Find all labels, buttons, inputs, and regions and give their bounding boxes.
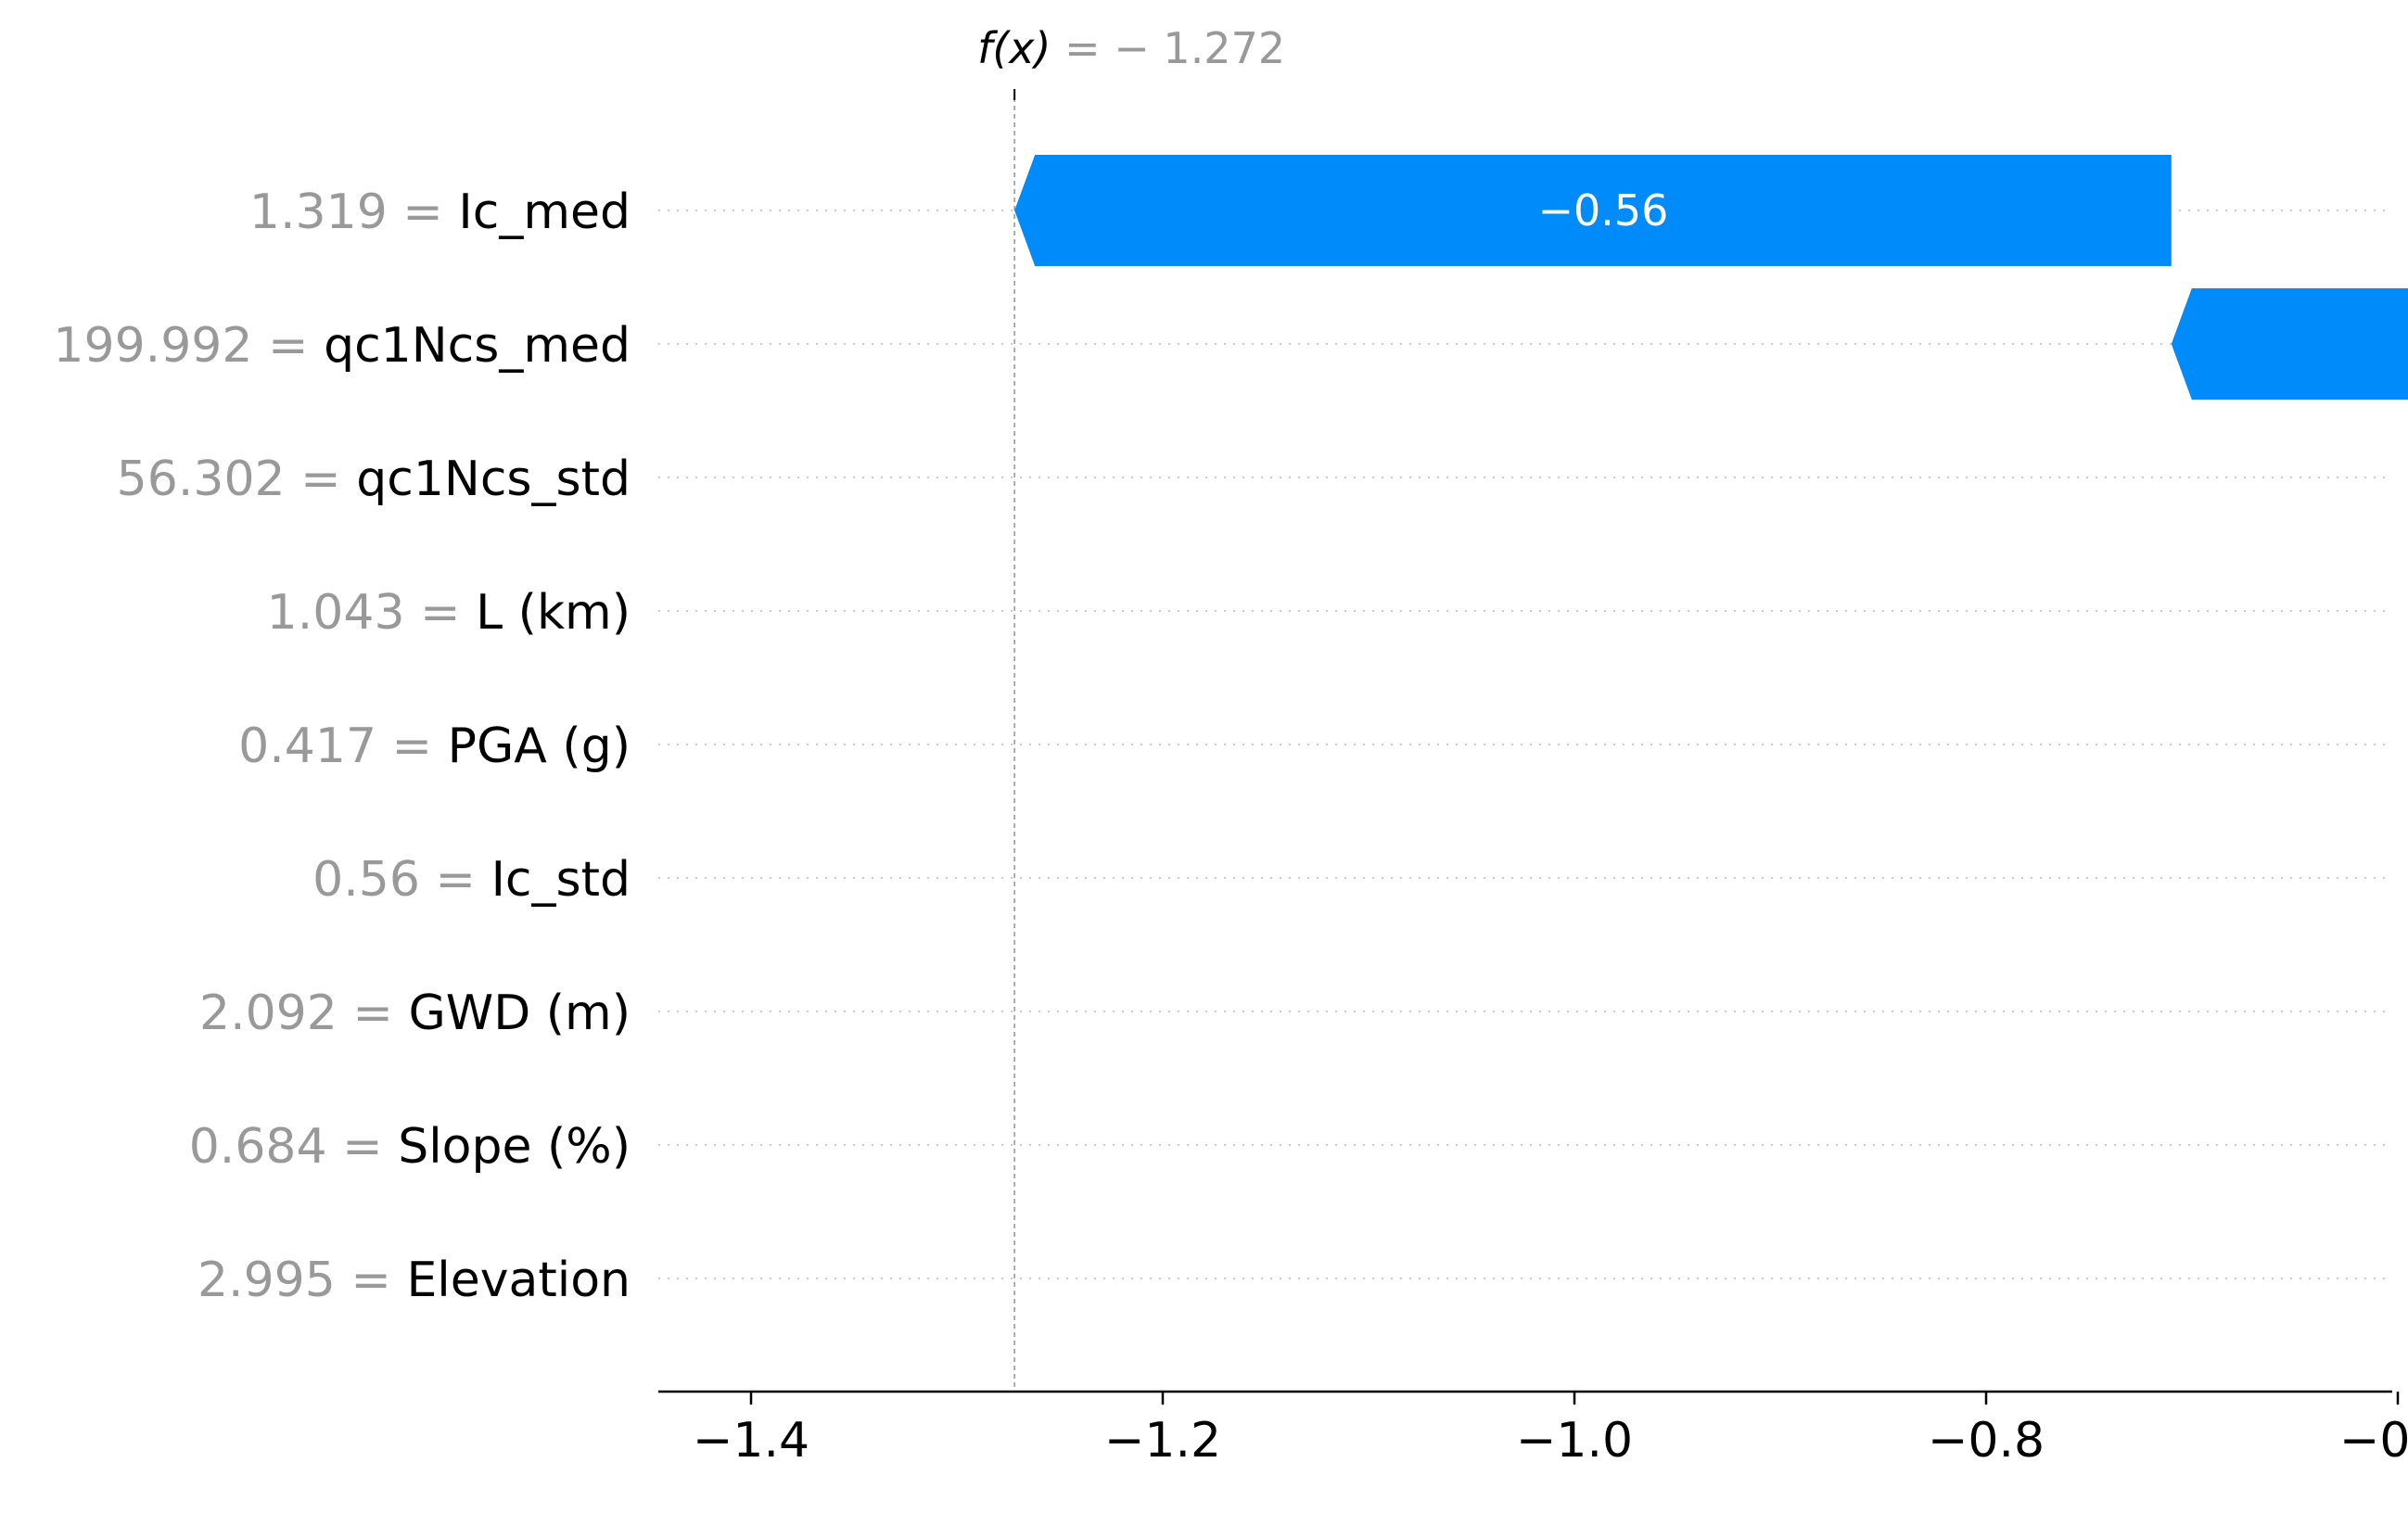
feature-label: 1.043 = L (km) xyxy=(267,585,631,641)
bar-Ic_med xyxy=(1014,155,2172,266)
feature-name: Slope (%) xyxy=(398,1119,631,1175)
feature-value: 56.302 = xyxy=(117,452,357,507)
fx-annotation: f(x) = − 1.272 xyxy=(977,23,1285,73)
x-tick-label: −1.4 xyxy=(693,1413,809,1469)
feature-label: 56.302 = qc1Ncs_std xyxy=(117,452,631,507)
bar-value-label: −0.56 xyxy=(1537,185,1668,235)
feature-name: GWD (m) xyxy=(408,986,631,1041)
feature-value: 2.092 = xyxy=(199,986,409,1041)
feature-value: 0.56 = xyxy=(312,852,491,908)
feature-name: Ic_std xyxy=(491,852,631,908)
feature-name: qc1Ncs_med xyxy=(324,318,631,374)
feature-value: 1.043 = xyxy=(267,585,477,641)
feature-label: 0.56 = Ic_std xyxy=(312,852,631,908)
feature-label: 199.992 = qc1Ncs_med xyxy=(53,318,631,374)
x-tick-label: −1.0 xyxy=(1516,1413,1633,1469)
feature-value: 0.684 = xyxy=(189,1119,399,1175)
feature-name: Elevation xyxy=(406,1253,631,1308)
feature-value: 0.417 = xyxy=(238,719,448,774)
feature-label: 2.995 = Elevation xyxy=(197,1253,631,1308)
x-tick-label: −0.8 xyxy=(1928,1413,2045,1469)
x-tick-label: −1.2 xyxy=(1104,1413,1221,1469)
feature-label: 0.417 = PGA (g) xyxy=(238,719,631,774)
fx-value: = − 1.272 xyxy=(1051,23,1285,73)
feature-name: PGA (g) xyxy=(448,719,631,774)
feature-name: Ic_med xyxy=(458,184,631,240)
bar-qc1Ncs_med xyxy=(2171,288,2408,400)
feature-label: 0.684 = Slope (%) xyxy=(189,1119,631,1175)
feature-value: 2.995 = xyxy=(197,1253,407,1308)
feature-name: qc1Ncs_std xyxy=(356,452,631,507)
feature-label: 2.092 = GWD (m) xyxy=(199,986,631,1041)
feature-value: 199.992 = xyxy=(53,318,324,374)
fx-prefix: f(x) xyxy=(977,23,1051,73)
feature-name: L (km) xyxy=(476,585,631,641)
x-tick-label: −0.6 xyxy=(2339,1413,2408,1469)
feature-value: 1.319 = xyxy=(249,184,459,240)
feature-label: 1.319 = Ic_med xyxy=(249,184,631,240)
